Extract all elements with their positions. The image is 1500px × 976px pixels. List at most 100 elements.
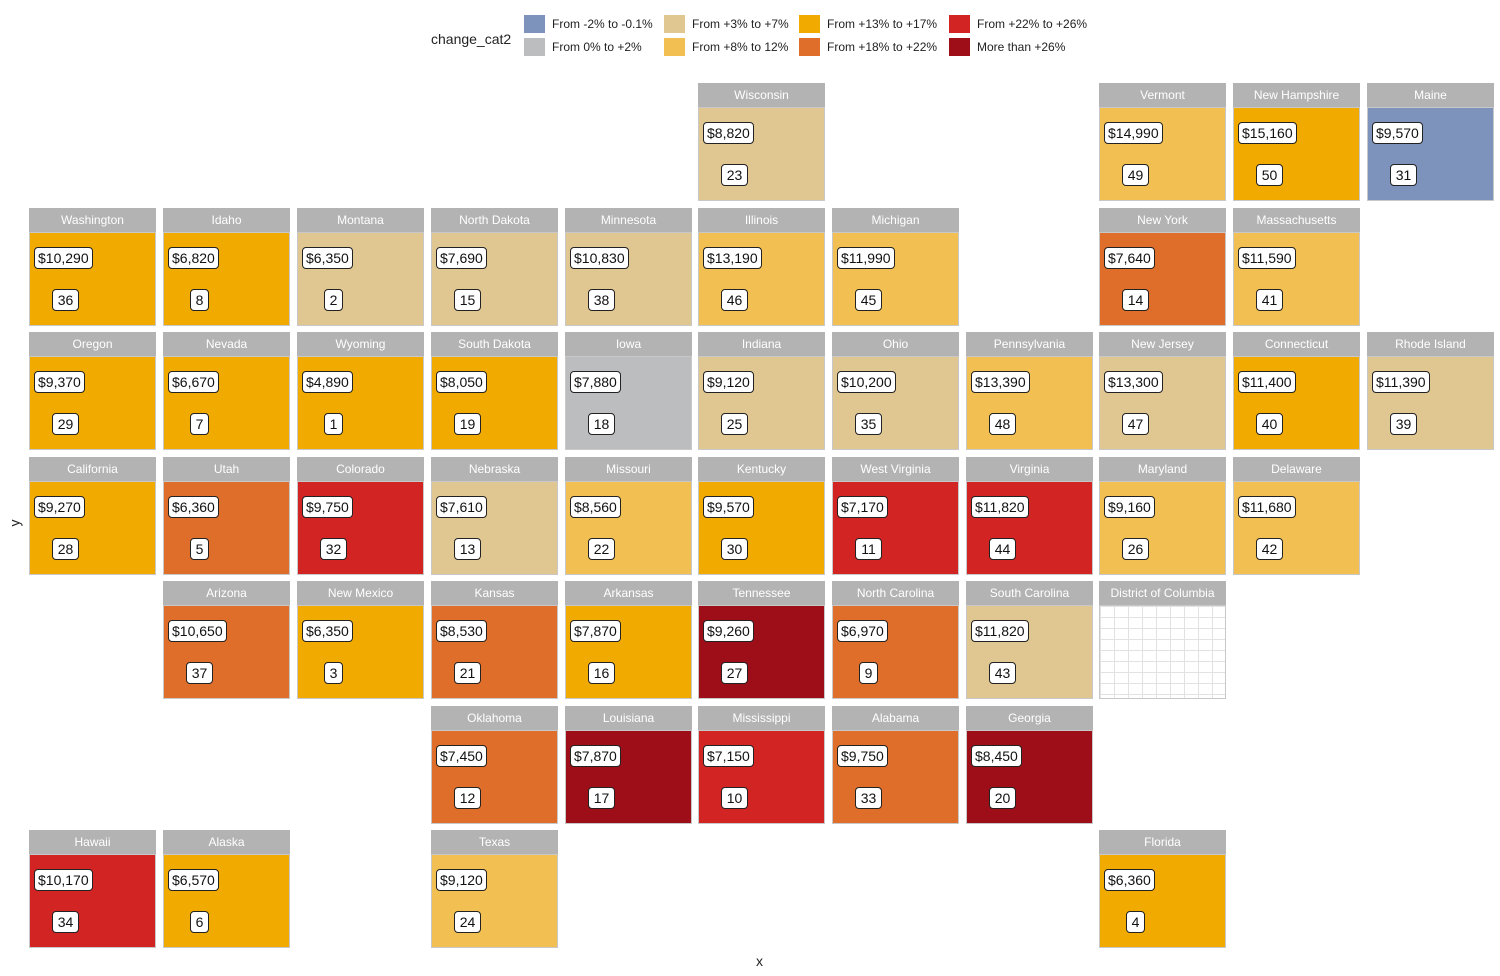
rank-label: 5 xyxy=(190,538,209,560)
legend-label: From +18% to +22% xyxy=(827,40,938,54)
state-name: South Dakota xyxy=(431,332,558,356)
state-panel: $11,990 45 xyxy=(832,232,959,326)
state-tile: Rhode Island $11,390 39 xyxy=(1367,332,1494,450)
legend-label: From +13% to +17% xyxy=(827,17,938,31)
state-tile: Louisiana $7,870 17 xyxy=(565,706,692,824)
legend-title: change_cat2 xyxy=(431,31,512,47)
y-axis-label: y xyxy=(6,519,23,527)
rank-label: 12 xyxy=(454,787,481,809)
rank-label: 22 xyxy=(588,538,615,560)
state-panel: $11,820 43 xyxy=(966,605,1093,699)
state-panel: $8,820 23 xyxy=(698,107,825,201)
rank-label: 14 xyxy=(1122,289,1149,311)
rank-label: 42 xyxy=(1256,538,1283,560)
state-panel: $6,360 5 xyxy=(163,481,290,575)
state-name: Illinois xyxy=(698,208,825,232)
state-tile: Wisconsin $8,820 23 xyxy=(698,83,825,201)
state-panel: $9,750 33 xyxy=(832,730,959,824)
rank-label: 46 xyxy=(721,289,748,311)
rank-label: 29 xyxy=(52,413,79,435)
state-panel: $13,190 46 xyxy=(698,232,825,326)
cost-label: $7,450 xyxy=(436,745,487,767)
state-tile: Maryland $9,160 26 xyxy=(1099,457,1226,575)
state-tile: Massachusetts $11,590 41 xyxy=(1233,208,1360,326)
rank-label: 13 xyxy=(454,538,481,560)
x-axis-label: x xyxy=(756,953,763,969)
rank-label: 32 xyxy=(320,538,347,560)
cost-label: $6,820 xyxy=(168,247,219,269)
cost-label: $9,570 xyxy=(703,496,754,518)
state-panel: $9,570 30 xyxy=(698,481,825,575)
state-tile: Texas $9,120 24 xyxy=(431,830,558,948)
state-panel: $10,290 36 xyxy=(29,232,156,326)
state-tile: Vermont $14,990 49 xyxy=(1099,83,1226,201)
state-tile: Alaska $6,570 6 xyxy=(163,830,290,948)
rank-label: 17 xyxy=(588,787,615,809)
legend: change_cat2 From -2% to -0.1% From 0% to … xyxy=(0,0,1500,70)
rank-label: 47 xyxy=(1122,413,1149,435)
state-name: North Dakota xyxy=(431,208,558,232)
rank-label: 31 xyxy=(1390,164,1417,186)
legend-swatch xyxy=(799,38,820,56)
state-panel: $11,680 42 xyxy=(1233,481,1360,575)
legend-swatch xyxy=(664,15,685,33)
state-name: Wyoming xyxy=(297,332,424,356)
state-panel: $7,150 10 xyxy=(698,730,825,824)
cost-label: $4,890 xyxy=(302,371,353,393)
cost-label: $9,260 xyxy=(703,620,754,642)
state-name: Delaware xyxy=(1233,457,1360,481)
state-tile: Arizona $10,650 37 xyxy=(163,581,290,699)
cost-label: $13,390 xyxy=(971,371,1030,393)
state-tile: Virginia $11,820 44 xyxy=(966,457,1093,575)
state-tile: Michigan $11,990 45 xyxy=(832,208,959,326)
state-name: Missouri xyxy=(565,457,692,481)
state-tile: New Hampshire $15,160 50 xyxy=(1233,83,1360,201)
cost-label: $9,120 xyxy=(436,869,487,891)
rank-label: 10 xyxy=(721,787,748,809)
cost-label: $11,680 xyxy=(1238,496,1296,518)
cost-label: $13,190 xyxy=(703,247,762,269)
state-name: Iowa xyxy=(565,332,692,356)
cost-label: $9,120 xyxy=(703,371,754,393)
cost-label: $9,750 xyxy=(302,496,353,518)
rank-label: 4 xyxy=(1126,911,1145,933)
state-name: Maryland xyxy=(1099,457,1226,481)
state-name: Pennsylvania xyxy=(966,332,1093,356)
state-panel: $9,370 29 xyxy=(29,356,156,450)
state-tile: North Carolina $6,970 9 xyxy=(832,581,959,699)
rank-label: 23 xyxy=(721,164,748,186)
rank-label: 28 xyxy=(52,538,79,560)
legend-swatch xyxy=(664,38,685,56)
state-panel: $7,170 11 xyxy=(832,481,959,575)
state-tile: Wyoming $4,890 1 xyxy=(297,332,424,450)
state-name: Idaho xyxy=(163,208,290,232)
cost-label: $6,670 xyxy=(168,371,219,393)
rank-label: 25 xyxy=(721,413,748,435)
state-name: Tennessee xyxy=(698,581,825,605)
state-tile: Nebraska $7,610 13 xyxy=(431,457,558,575)
rank-label: 11 xyxy=(855,538,882,560)
state-panel: $15,160 50 xyxy=(1233,107,1360,201)
state-name: Hawaii xyxy=(29,830,156,854)
state-panel: $4,890 1 xyxy=(297,356,424,450)
state-panel: $8,450 20 xyxy=(966,730,1093,824)
state-tile: Maine $9,570 31 xyxy=(1367,83,1494,201)
legend-swatch xyxy=(524,15,545,33)
state-panel: $7,870 16 xyxy=(565,605,692,699)
cost-label: $7,640 xyxy=(1104,247,1155,269)
state-panel: $7,880 18 xyxy=(565,356,692,450)
rank-label: 20 xyxy=(989,787,1016,809)
rank-label: 30 xyxy=(721,538,748,560)
state-name: Florida xyxy=(1099,830,1226,854)
state-name: New Jersey xyxy=(1099,332,1226,356)
state-name: Massachusetts xyxy=(1233,208,1360,232)
rank-label: 49 xyxy=(1122,164,1149,186)
state-name: Nevada xyxy=(163,332,290,356)
rank-label: 18 xyxy=(588,413,615,435)
rank-label: 27 xyxy=(721,662,748,684)
rank-label: 19 xyxy=(454,413,481,435)
state-name: Nebraska xyxy=(431,457,558,481)
state-tile: Connecticut $11,400 40 xyxy=(1233,332,1360,450)
state-tile: District of Columbia xyxy=(1099,581,1226,699)
state-name: New York xyxy=(1099,208,1226,232)
